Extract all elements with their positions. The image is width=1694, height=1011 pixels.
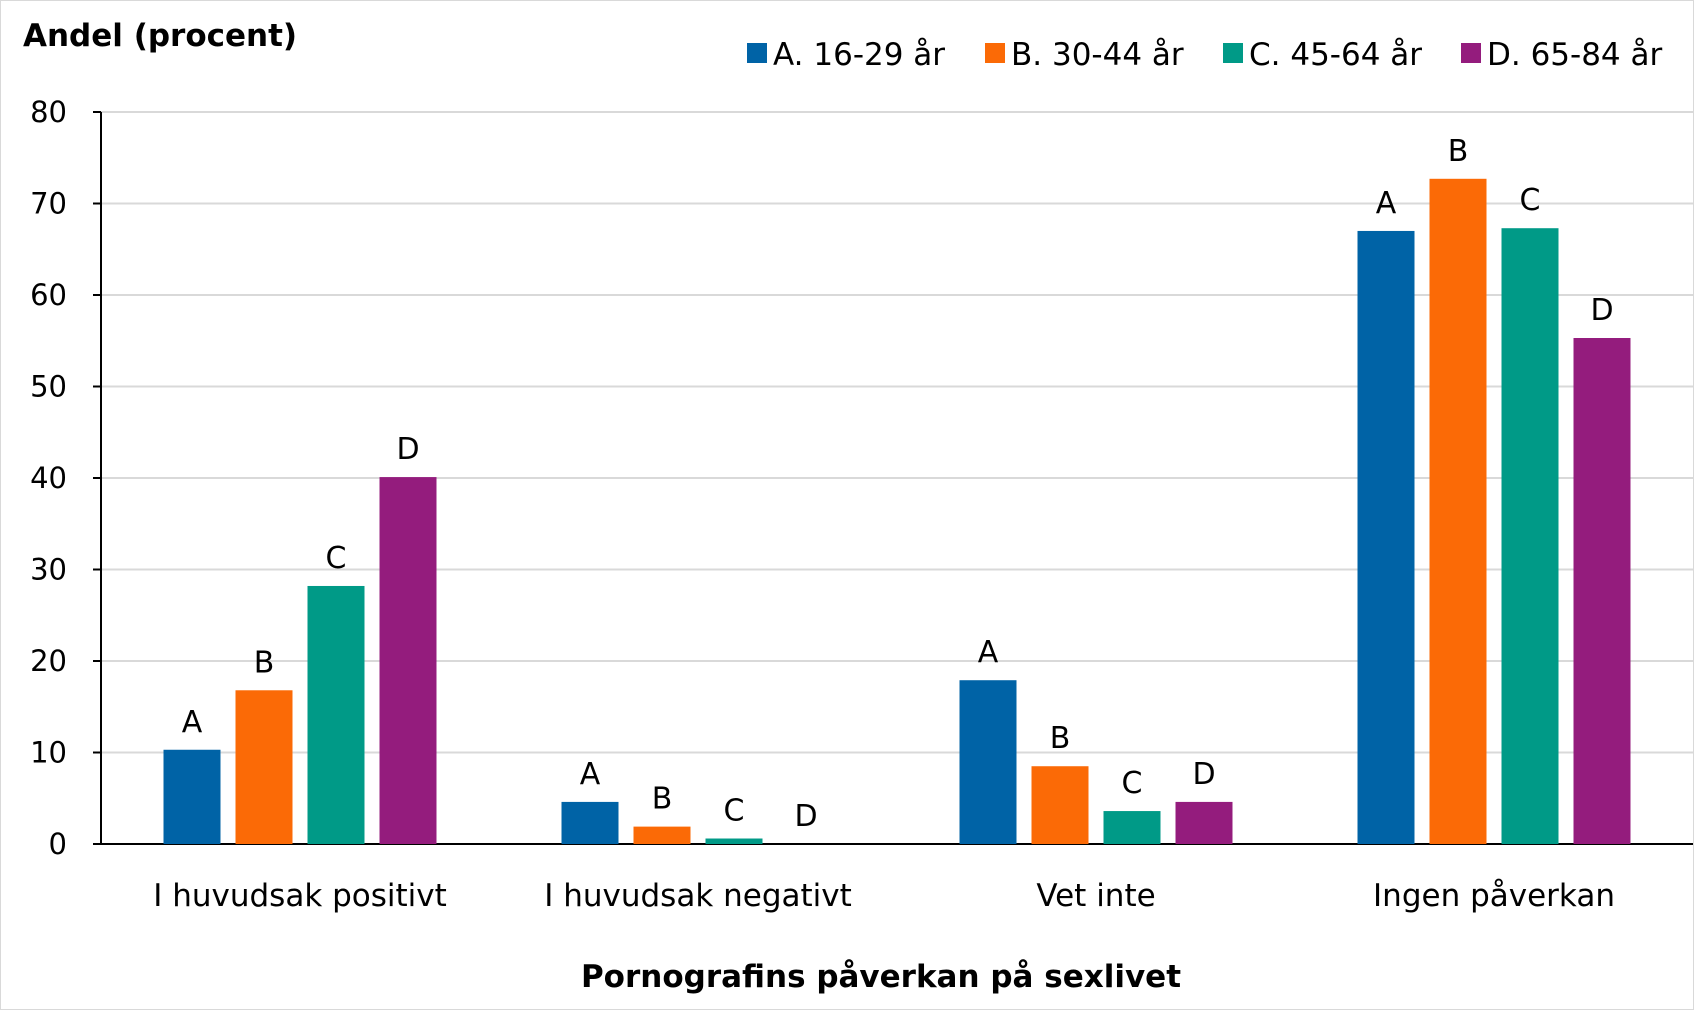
y-axis-title: Andel (procent) — [23, 18, 297, 54]
legend-label: C. 45-64 år — [1249, 37, 1422, 73]
bar — [705, 838, 763, 844]
bar — [561, 801, 619, 844]
bar — [1429, 178, 1487, 845]
bar-data-label: C — [1122, 766, 1143, 801]
bar-data-label: A — [580, 757, 601, 792]
bar-data-label: A — [182, 705, 203, 740]
bar-data-label: C — [1520, 183, 1541, 218]
bar — [1573, 338, 1631, 844]
bar — [1501, 228, 1559, 844]
legend-label: B. 30-44 år — [1011, 37, 1184, 73]
x-axis-title: Pornografins påverkan på sexlivet — [581, 959, 1181, 995]
bar — [1031, 766, 1089, 844]
bar-data-label: C — [326, 541, 347, 576]
bar-data-label: B — [1050, 721, 1071, 756]
bar — [307, 585, 365, 844]
bar — [959, 680, 1017, 844]
bar — [1175, 801, 1233, 844]
x-category-label: I huvudsak positivt — [153, 878, 447, 914]
legend-swatch — [1461, 43, 1481, 63]
legend-label: D. 65-84 år — [1487, 37, 1663, 73]
y-tick-label: 0 — [49, 827, 67, 861]
bar-data-label: A — [1376, 186, 1397, 221]
bar — [235, 690, 293, 844]
bar-labels: A B C D A B C D A B C D A B C D — [182, 134, 1614, 834]
legend-swatch — [985, 43, 1005, 63]
y-tick-label: 30 — [30, 553, 67, 587]
legend: A. 16-29 år B. 30-44 år C. 45-64 år D. 65-8… — [747, 37, 1663, 73]
bar — [1103, 811, 1161, 844]
bars — [163, 178, 1631, 845]
bar — [379, 477, 437, 844]
bar — [633, 826, 691, 844]
y-tick-label: 50 — [30, 370, 67, 404]
y-tick-label: 40 — [30, 461, 67, 495]
bar — [163, 749, 221, 844]
y-tick-label: 10 — [30, 736, 67, 770]
legend-swatch — [1223, 43, 1243, 63]
gridlines — [101, 111, 1693, 754]
y-tick-label: 60 — [30, 278, 67, 312]
y-tick-label: 20 — [30, 644, 67, 678]
bar-data-label: B — [254, 645, 275, 680]
bar-data-label: D — [1192, 757, 1215, 792]
bar-data-label: A — [978, 635, 999, 670]
x-category-label: Ingen påverkan — [1373, 878, 1615, 914]
y-tick-label: 70 — [30, 187, 67, 221]
bar-data-label: D — [396, 432, 419, 467]
bar-data-label: C — [724, 794, 745, 829]
axes: 0 10 20 30 40 50 60 70 80 I huvudsak positivt I hu… — [30, 95, 1693, 914]
legend-swatch — [747, 43, 767, 63]
y-tick-label: 80 — [30, 95, 67, 129]
x-category-label: Vet inte — [1036, 878, 1155, 914]
bar — [1357, 230, 1415, 844]
bar-data-label: D — [794, 799, 817, 834]
legend-label: A. 16-29 år — [773, 37, 945, 73]
bar-data-label: B — [652, 782, 673, 817]
bar-data-label: B — [1448, 134, 1469, 169]
x-category-label: I huvudsak negativt — [544, 878, 852, 914]
bar-data-label: D — [1590, 293, 1613, 328]
